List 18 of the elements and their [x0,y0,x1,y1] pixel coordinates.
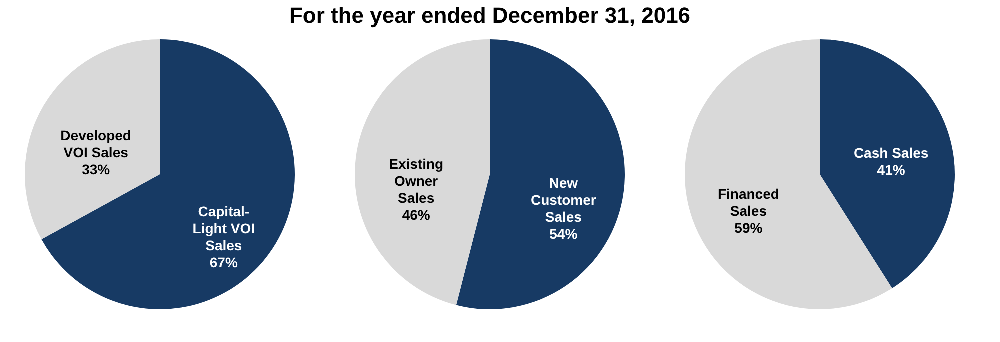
data-label: 67% [210,254,238,270]
chart-title: For the year ended December 31, 2016 [289,3,691,28]
data-label: 41% [877,162,906,178]
pie-slice [820,40,955,288]
data-label: 54% [550,226,578,242]
slice-label: Cash Sales [854,144,929,161]
data-label: 46% [402,207,431,224]
pie-slice [456,40,625,310]
slice-label: Capital- Light VOI Sales [192,203,256,254]
data-label: 33% [82,162,111,178]
pie-slice [355,40,490,306]
slice-label: Financed Sales [718,186,780,220]
data-label: 59% [734,220,764,236]
slice-label: New Customer Sales [530,174,597,225]
slice-label: Developed VOI Sales [60,128,132,161]
slice-label: Existing Owner Sales [389,156,444,206]
pie-slice [42,40,295,310]
pie-slice [25,40,160,240]
